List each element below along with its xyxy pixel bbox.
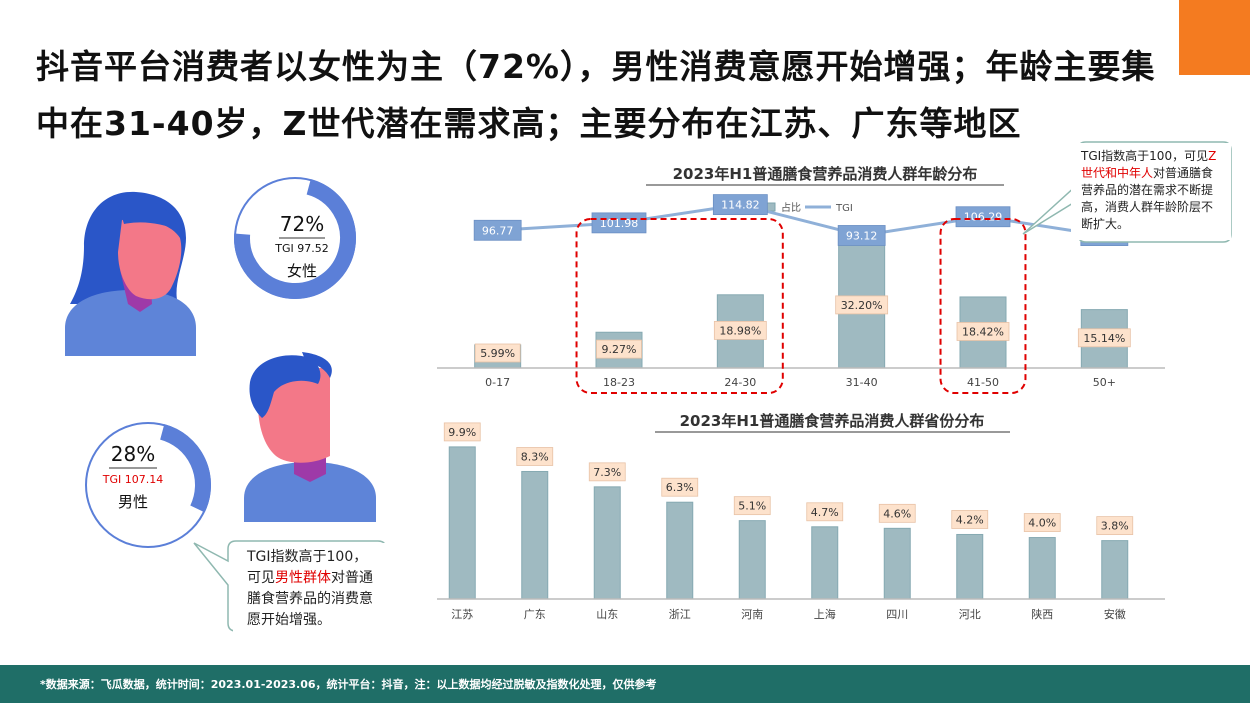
age-highlight-box bbox=[575, 218, 784, 394]
tgi-point-label: 96.77 bbox=[482, 224, 514, 237]
age-bar-label-box bbox=[474, 343, 521, 363]
province-bar-label-box bbox=[806, 502, 844, 522]
province-bar-label-box bbox=[1096, 516, 1134, 536]
tgi-point-marker bbox=[591, 212, 647, 234]
woman-avatar-icon bbox=[65, 191, 196, 356]
province-bar-label: 4.6% bbox=[883, 507, 911, 520]
province-bar-label-box bbox=[951, 510, 989, 529]
callout-top: TGI指数高于100，可见Z世代和中年人对普通膳食营养品的潜在需求不断提高，消费… bbox=[1071, 143, 1231, 240]
province-tick-label: 四川 bbox=[886, 608, 908, 621]
age-bar-label-box bbox=[1077, 328, 1131, 348]
age-bar-label: 15.14% bbox=[1083, 332, 1125, 345]
male-percent: 28% bbox=[111, 442, 155, 466]
male-ring-arc bbox=[159, 424, 211, 513]
province-bar bbox=[666, 501, 694, 600]
legend-line-label: TGI bbox=[835, 203, 853, 214]
province-bar bbox=[1028, 537, 1056, 600]
province-bar-label-box bbox=[516, 447, 554, 466]
callout-left-post: 对普通膳食营养品的消费意愿开始增强。 bbox=[247, 570, 373, 628]
age-bar-label-box bbox=[596, 339, 642, 359]
province-bar-label: 4.0% bbox=[1028, 517, 1056, 530]
female-ring-arc bbox=[234, 179, 356, 299]
age-tick-label: 50+ bbox=[1093, 376, 1116, 389]
province-bar-label-box bbox=[1023, 513, 1061, 532]
age-bar-label: 5.99% bbox=[480, 347, 515, 360]
province-tick-label: 安徽 bbox=[1104, 607, 1126, 621]
province-bar bbox=[593, 486, 621, 600]
tgi-point-marker bbox=[837, 225, 886, 246]
page-title: 抖音平台消费者以女性为主（72%），男性消费意愿开始增强；年龄主要集中在31-4… bbox=[36, 47, 1156, 143]
age-chart-title: 2023年H1普通膳食营养品消费人群年龄分布 bbox=[673, 165, 978, 183]
male-label: 男性 bbox=[118, 493, 148, 511]
province-bar bbox=[956, 533, 984, 600]
callout-top-pre: TGI指数高于100，可见 bbox=[1081, 149, 1209, 163]
age-tick-label: 18-23 bbox=[603, 376, 635, 389]
age-bar-label: 32.20% bbox=[841, 299, 883, 312]
callout-left-highlight: 男性群体 bbox=[275, 570, 331, 586]
footer-bar: *数据来源：飞瓜数据，统计时间：2023.01-2023.06，统计平台：抖音，… bbox=[0, 665, 1250, 703]
tgi-point-marker bbox=[473, 219, 522, 241]
province-bar-label: 4.7% bbox=[811, 506, 839, 519]
callout-left: TGI指数高于100，可见男性群体对普通膳食营养品的消费意愿开始增强。 bbox=[233, 543, 387, 637]
age-bar-label-box bbox=[835, 295, 889, 315]
province-bar-label: 7.3% bbox=[593, 466, 621, 479]
province-bar-label: 4.2% bbox=[956, 513, 984, 526]
province-tick-label: 河北 bbox=[959, 608, 981, 621]
female-percent: 72% bbox=[280, 212, 324, 236]
man-avatar-icon bbox=[244, 352, 376, 522]
province-bar-label: 6.3% bbox=[666, 481, 694, 494]
age-highlight-box bbox=[939, 218, 1027, 394]
male-donut-chart: 28% TGI 107.14 男性 bbox=[85, 422, 211, 548]
tgi-point-marker bbox=[712, 194, 768, 216]
age-tick-label: 41-50 bbox=[967, 376, 999, 389]
age-bar-label-box bbox=[956, 322, 1010, 341]
accent-block bbox=[1179, 0, 1250, 75]
province-bar-label-box bbox=[443, 422, 481, 442]
province-bar-label: 5.1% bbox=[738, 500, 766, 513]
tgi-point-label: 93.12 bbox=[846, 229, 878, 242]
age-bar-label: 9.27% bbox=[602, 343, 637, 356]
female-donut-chart: 72% TGI 97.52 女性 bbox=[234, 177, 356, 299]
province-bar bbox=[811, 526, 839, 600]
footer-source-note: *数据来源：飞瓜数据，统计时间：2023.01-2023.06，统计平台：抖音，… bbox=[40, 678, 657, 691]
province-bar-label: 3.8% bbox=[1101, 520, 1129, 533]
province-bar-label-box bbox=[661, 477, 699, 497]
province-tick-label: 山东 bbox=[596, 608, 618, 621]
province-tick-label: 广东 bbox=[524, 608, 546, 621]
age-bar-label-box bbox=[713, 320, 767, 340]
province-tick-label: 江苏 bbox=[451, 608, 473, 621]
province-bar-label: 9.9% bbox=[448, 426, 476, 439]
province-bar-label-box bbox=[588, 462, 626, 482]
tgi-point-marker bbox=[955, 206, 1011, 228]
callout-left-pre: TGI指数高于100，可见 bbox=[247, 549, 368, 586]
province-chart-title: 2023年H1普通膳食营养品消费人群省份分布 bbox=[680, 412, 985, 430]
province-distribution-chart: 2023年H1普通膳食营养品消费人群省份分布 9.9% 8.3% 7.3% 6.3% 5… bbox=[437, 412, 1165, 621]
province-bar-label: 8.3% bbox=[521, 450, 549, 463]
province-bar bbox=[883, 527, 911, 600]
tgi-point-label: 101.98 bbox=[600, 217, 639, 230]
province-bar bbox=[738, 520, 766, 600]
province-bar-label-box bbox=[878, 503, 916, 523]
age-tick-label: 31-40 bbox=[846, 376, 878, 389]
tgi-point-label: 114.82 bbox=[721, 199, 760, 212]
age-tick-label: 0-17 bbox=[485, 376, 510, 389]
female-label: 女性 bbox=[287, 262, 317, 280]
province-tick-label: 陕西 bbox=[1031, 607, 1053, 621]
callout-top-highlight: Z世代和中年人 bbox=[1081, 149, 1217, 180]
age-bar-label: 18.98% bbox=[719, 324, 761, 337]
legend-bar-label: 占比 bbox=[781, 201, 801, 214]
province-tick-label: 浙江 bbox=[669, 608, 691, 621]
male-tgi: TGI 107.14 bbox=[102, 473, 163, 486]
province-bar bbox=[1101, 540, 1129, 600]
callout-top-post: 对普通膳食营养品的潜在需求不断提高，消费人群年龄阶层不断扩大。 bbox=[1081, 166, 1214, 231]
age-bar-label: 18.42% bbox=[962, 325, 1004, 338]
female-tgi: TGI 97.52 bbox=[274, 242, 328, 255]
province-bar-label-box bbox=[733, 496, 771, 516]
province-tick-label: 河南 bbox=[741, 608, 763, 621]
age-tick-label: 24-30 bbox=[724, 376, 756, 389]
province-tick-label: 上海 bbox=[814, 607, 836, 621]
province-bar bbox=[448, 446, 476, 600]
tgi-point-label: 106.29 bbox=[964, 211, 1003, 224]
province-bar bbox=[521, 470, 549, 600]
